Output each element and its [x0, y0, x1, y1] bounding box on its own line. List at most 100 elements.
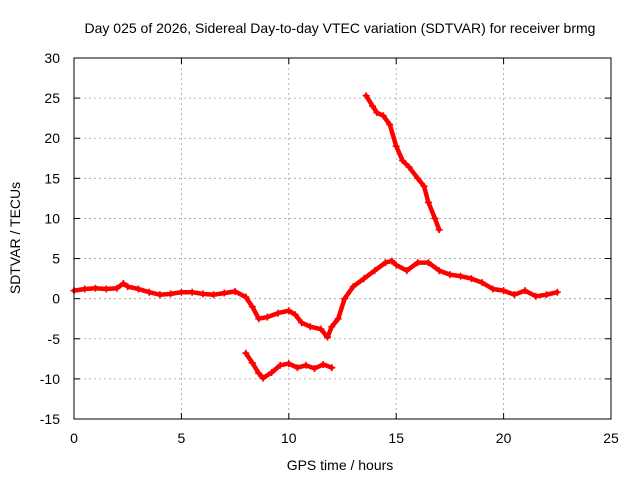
data-point [156, 291, 164, 299]
data-point [381, 259, 389, 267]
series-main-track [70, 257, 561, 341]
data-point [414, 174, 422, 182]
x-tick-label: 25 [603, 430, 619, 446]
data-point [478, 279, 486, 287]
data-point [446, 271, 454, 279]
data-point [274, 309, 282, 317]
data-point [553, 288, 561, 296]
data-point [532, 292, 540, 300]
data-point [392, 261, 400, 269]
data-point [341, 295, 349, 303]
y-tick-label: -15 [40, 411, 60, 427]
data-point [435, 226, 443, 234]
data-point [145, 288, 153, 296]
data-point [371, 267, 379, 275]
data-point [119, 279, 127, 287]
data-point [298, 319, 306, 327]
data-point [392, 142, 400, 150]
x-tick-label: 5 [178, 430, 186, 446]
tick-layer: 0 5 10 15 20 25 -15 -10 -5 0 5 10 15 20 25 30 [40, 50, 619, 446]
data-point [403, 267, 411, 275]
data-point [113, 284, 121, 292]
data-point [435, 267, 443, 275]
data-point [306, 323, 314, 331]
data-point [467, 275, 475, 283]
data-point [414, 259, 422, 267]
plot-frame [73, 57, 612, 420]
x-tick-label: 10 [281, 430, 297, 446]
data-point [199, 290, 207, 298]
data-point [210, 291, 218, 299]
data-point [259, 374, 267, 382]
data-point [424, 198, 432, 206]
y-tick-label: 25 [44, 90, 60, 106]
y-tick-label: 30 [44, 50, 60, 66]
data-point [386, 121, 394, 129]
x-axis-label: GPS time / hours [287, 457, 394, 473]
grid-layer [74, 58, 611, 419]
data-point [521, 287, 529, 295]
y-axis-label: SDTVAR / TECUs [7, 182, 23, 294]
y-tick-label: 15 [44, 170, 60, 186]
data-point [134, 285, 142, 293]
data-point [399, 157, 407, 165]
data-point [317, 325, 325, 333]
data-point [268, 368, 276, 376]
y-tick-label: 5 [52, 251, 60, 267]
data-point [293, 364, 301, 372]
data-point [102, 285, 110, 293]
data-point [124, 283, 132, 291]
y-tick-label: 10 [44, 210, 60, 226]
series-lower-track [242, 349, 336, 382]
data-point [231, 287, 239, 295]
x-tick-label: 0 [70, 430, 78, 446]
data-point [167, 290, 175, 298]
data-point [255, 315, 263, 323]
data-point [373, 109, 381, 117]
data-point [379, 112, 387, 120]
data-point [323, 333, 331, 341]
data-point [431, 214, 439, 222]
data-point [328, 323, 336, 331]
data-point [369, 102, 377, 110]
data-point [285, 307, 293, 315]
data-layer [70, 92, 561, 382]
data-point [457, 272, 465, 280]
data-point [489, 285, 497, 293]
data-point [424, 259, 432, 267]
data-point [248, 359, 256, 367]
data-point [276, 361, 284, 369]
data-point [349, 283, 357, 291]
data-point [81, 285, 89, 293]
data-point [328, 364, 336, 372]
data-point [543, 291, 551, 299]
x-tick-label: 20 [496, 430, 512, 446]
data-point [510, 291, 518, 299]
data-point [311, 364, 319, 372]
data-point [291, 311, 299, 319]
data-point [91, 284, 99, 292]
data-point [242, 293, 250, 301]
chart-title: Day 025 of 2026, Sidereal Day-to-day VTE… [85, 20, 596, 36]
data-point [242, 349, 250, 357]
data-point [255, 369, 263, 377]
data-point [302, 361, 310, 369]
y-tick-label: -5 [48, 331, 61, 347]
data-point [334, 315, 342, 323]
data-point [362, 92, 370, 100]
x-tick-label: 15 [388, 430, 404, 446]
data-point [388, 257, 396, 265]
y-tick-label: -10 [40, 371, 60, 387]
data-point [360, 275, 368, 283]
data-point [285, 360, 293, 368]
series-upper-track [362, 92, 443, 234]
data-point [177, 288, 185, 296]
y-tick-label: 20 [44, 130, 60, 146]
data-point [420, 182, 428, 190]
data-point [500, 287, 508, 295]
data-point [248, 303, 256, 311]
y-tick-label: 0 [52, 291, 60, 307]
data-point [220, 289, 228, 297]
data-point [405, 163, 413, 171]
